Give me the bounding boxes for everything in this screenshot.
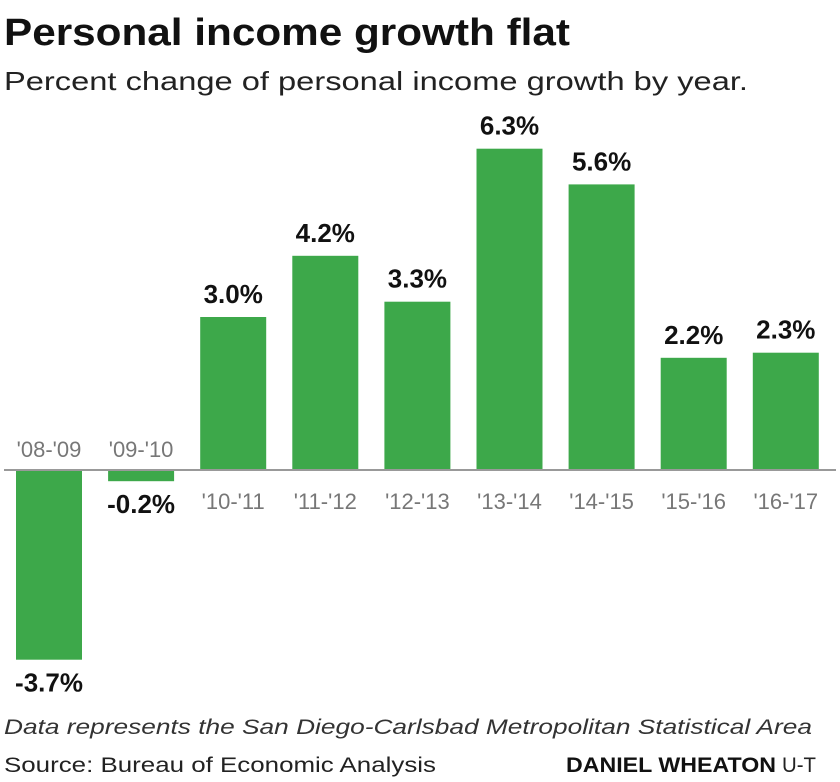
value-label: 3.0% xyxy=(204,279,263,309)
category-label: '11-'12 xyxy=(294,489,357,514)
value-label: -3.7% xyxy=(15,668,83,698)
bar xyxy=(660,357,727,470)
value-label: -0.2% xyxy=(107,489,175,519)
bar xyxy=(108,471,175,482)
chart-subtitle: Percent change of personal income growth… xyxy=(4,66,748,96)
chart-title: Personal income growth flat xyxy=(4,12,570,54)
bar xyxy=(200,317,267,470)
category-label: '12-'13 xyxy=(385,489,450,514)
value-label: 4.2% xyxy=(296,218,355,248)
bars-group: -3.7% '08-'09 -0.2% '09-'10 3.0% '10-'11 4.2% '… xyxy=(15,111,819,698)
category-label: '10-'11 xyxy=(202,489,265,514)
bar xyxy=(568,184,635,470)
bar xyxy=(752,352,819,470)
category-label: '15-'16 xyxy=(661,489,726,514)
category-label: '09-'10 xyxy=(109,437,174,462)
category-label: '14-'15 xyxy=(569,489,634,514)
bar xyxy=(16,471,82,660)
source-text: Source: Bureau of Economic Analysis xyxy=(4,754,436,777)
bar xyxy=(384,301,451,470)
footnote: Data represents the San Diego-Carlsbad M… xyxy=(4,716,812,739)
value-label: 2.3% xyxy=(756,315,815,345)
credit-org: U-T xyxy=(782,754,816,777)
bar xyxy=(292,255,359,470)
category-label: '16-'17 xyxy=(753,489,818,514)
value-label: 3.3% xyxy=(388,264,447,294)
value-label: 2.2% xyxy=(664,320,723,350)
value-label: 5.6% xyxy=(572,146,631,176)
credit-name: DANIEL WHEATON xyxy=(566,754,776,777)
category-label: '08-'09 xyxy=(17,437,82,462)
category-label: '13-'14 xyxy=(477,489,542,514)
value-label: 6.3% xyxy=(480,111,539,141)
bar xyxy=(476,148,543,470)
